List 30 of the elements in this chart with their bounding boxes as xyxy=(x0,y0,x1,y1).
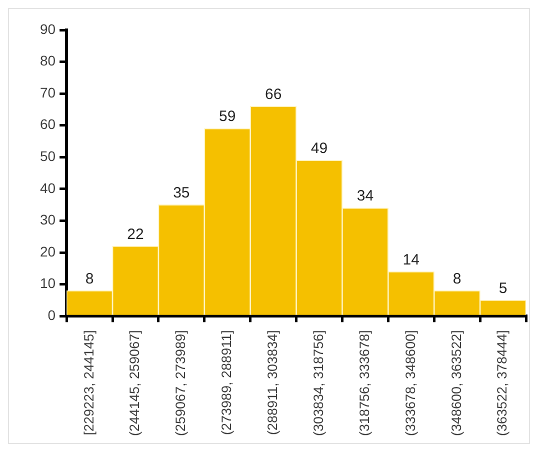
x-tick-label: (333678, 348600] xyxy=(402,330,418,436)
data-label: 34 xyxy=(356,188,374,205)
y-tick-label: 0 xyxy=(48,307,56,324)
x-tick-label: (259067, 273989] xyxy=(173,330,188,436)
data-label: 22 xyxy=(127,226,144,243)
y-tick-label: 40 xyxy=(40,180,56,196)
x-tick-label: [229223, 244145] xyxy=(81,330,96,436)
data-label: 49 xyxy=(310,140,328,157)
x-tick-label: (348600, 363522] xyxy=(448,330,464,436)
x-tick-label: (318756, 333678] xyxy=(356,330,372,436)
y-tick-label: 20 xyxy=(40,243,56,260)
data-label: 5 xyxy=(498,280,508,297)
data-label: 35 xyxy=(173,184,190,202)
data-label: 66 xyxy=(264,86,282,103)
y-tick-label: 10 xyxy=(40,275,56,292)
data-label: 8 xyxy=(85,270,94,288)
data-label: 59 xyxy=(219,108,236,126)
y-tick-label: 50 xyxy=(40,148,56,164)
x-tick-label: (303834, 318756] xyxy=(310,330,326,436)
y-tick-label: 60 xyxy=(40,116,56,132)
y-tick-label: 90 xyxy=(40,20,56,37)
y-tick-label: 70 xyxy=(40,84,56,100)
data-label: 8 xyxy=(452,270,462,288)
x-tick-label: (363522, 378444] xyxy=(494,330,510,436)
x-tick-label: (244145, 259067] xyxy=(127,330,142,436)
data-label: 14 xyxy=(402,251,420,268)
y-tick-label: 30 xyxy=(40,212,56,228)
x-tick-label: (273989, 288911] xyxy=(219,330,234,435)
y-tick-label: 80 xyxy=(40,52,56,69)
x-tick-label: (288911, 303834] xyxy=(265,330,280,435)
